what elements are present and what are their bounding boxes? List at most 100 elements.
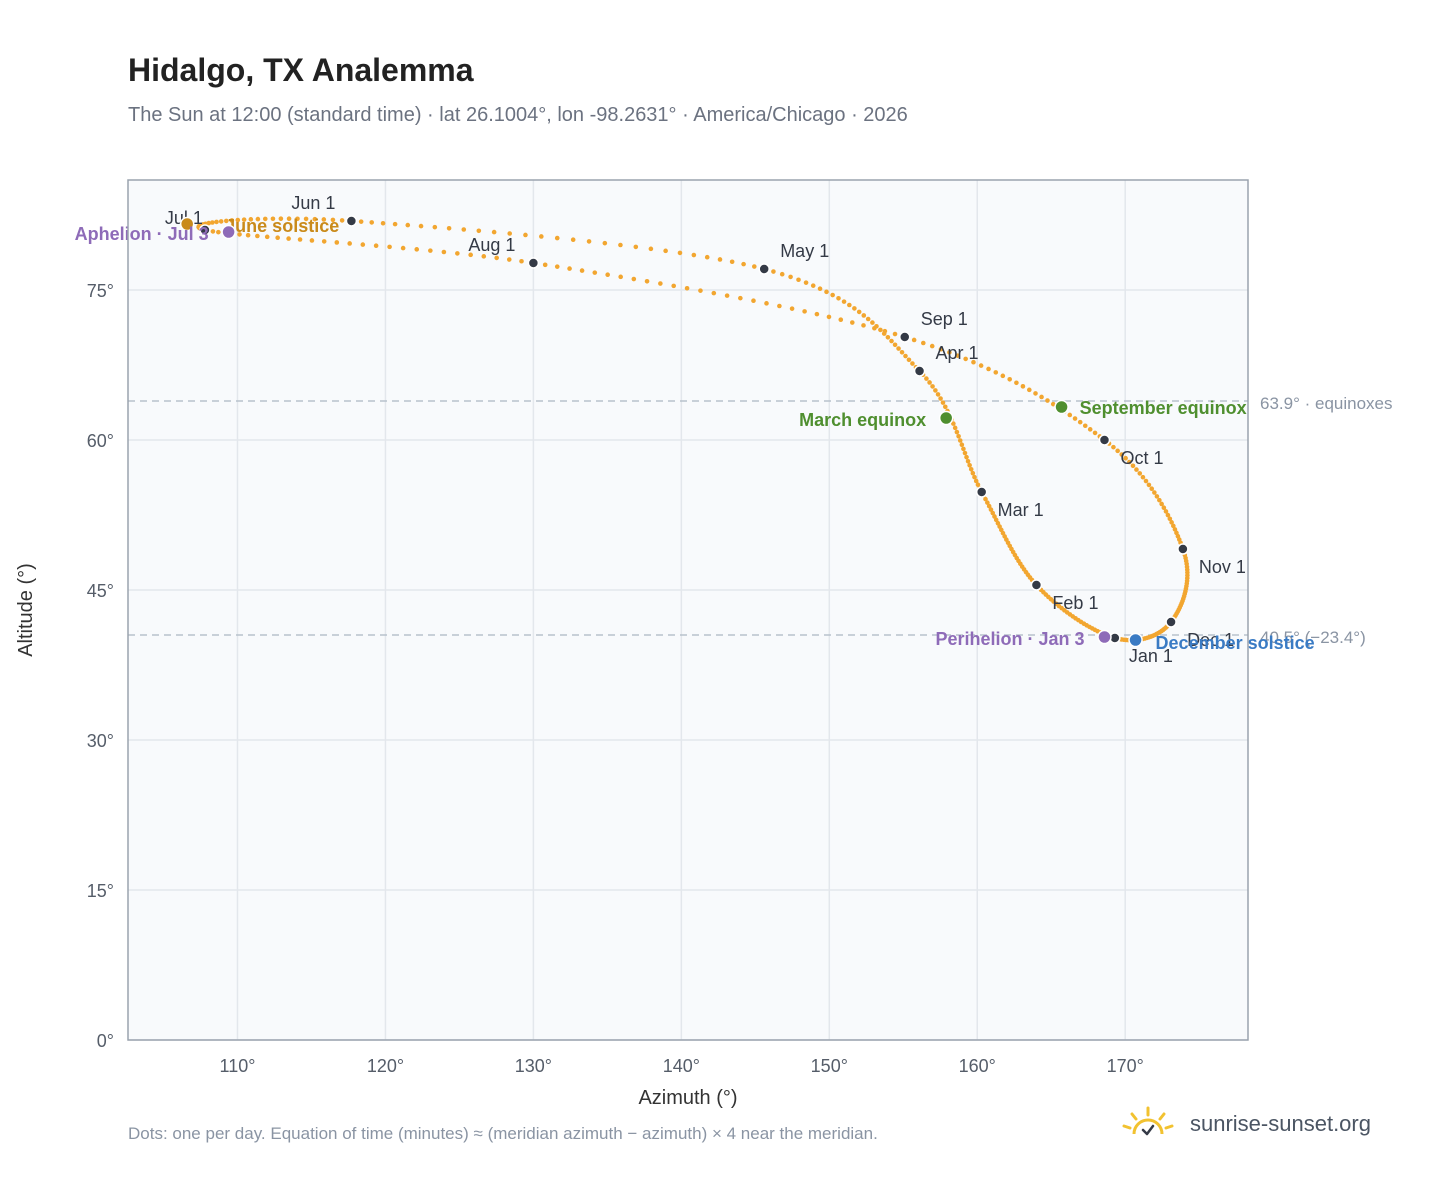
event-marker: [1054, 399, 1069, 415]
month-marker: [899, 331, 911, 343]
y-tick-label: 45°: [87, 581, 114, 601]
daily-dot: [947, 350, 952, 355]
daily-dot: [921, 340, 926, 346]
daily-dot: [684, 285, 690, 291]
daily-dot: [1130, 463, 1136, 469]
daily-dot: [885, 335, 891, 340]
month-label: Dec 1: [1187, 630, 1234, 650]
daily-dot: [965, 458, 971, 464]
daily-dot: [339, 218, 345, 223]
daily-dot: [1172, 527, 1178, 532]
daily-dot: [579, 268, 585, 273]
daily-dot: [970, 470, 976, 476]
month-marker: [345, 215, 358, 227]
daily-dot: [392, 221, 398, 227]
daily-dot: [358, 219, 364, 224]
daily-dot: [896, 346, 901, 351]
daily-dot: [906, 357, 912, 363]
daily-dot: [962, 450, 968, 456]
daily-dot: [295, 216, 300, 222]
event-label: December solstice: [1156, 633, 1315, 653]
daily-dot: [938, 346, 944, 352]
daily-dot: [849, 320, 855, 325]
daily-dot: [985, 500, 990, 505]
event-marker: [221, 224, 236, 240]
daily-dot: [968, 466, 974, 472]
daily-dot: [455, 251, 460, 256]
daily-dot: [927, 380, 932, 385]
daily-dot: [882, 328, 888, 334]
daily-dot: [892, 331, 898, 337]
daily-dot: [724, 293, 730, 298]
daily-dot: [618, 242, 623, 248]
daily-dot: [717, 257, 723, 262]
daily-dot: [1050, 401, 1056, 407]
daily-dot: [210, 220, 215, 225]
month-marker: [1177, 543, 1189, 555]
daily-dot: [1039, 394, 1044, 400]
daily-dot: [262, 216, 268, 222]
month-marker: [758, 263, 770, 275]
daily-dot: [1111, 444, 1116, 450]
daily-dot: [691, 252, 697, 258]
reference-lines: 63.9° · equinoxes 40.5° (−23.4°): [128, 394, 1393, 647]
y-tick-label: 0°: [97, 1031, 114, 1051]
daily-dot: [1134, 467, 1139, 472]
daily-dot: [1149, 486, 1155, 492]
event-label: June solstice: [225, 216, 339, 236]
daily-dot: [519, 258, 524, 264]
month-label: Apr 1: [936, 343, 979, 363]
daily-dot: [711, 290, 717, 296]
daily-dot: [903, 353, 908, 359]
daily-dot: [334, 240, 340, 245]
daily-dot: [255, 233, 260, 239]
daily-dot: [824, 289, 829, 295]
daily-dot: [1146, 482, 1152, 488]
daily-dot: [360, 242, 366, 247]
daily-dot: [309, 238, 315, 243]
x-tick-label: 110°: [220, 1056, 256, 1076]
month-marker: [975, 486, 988, 498]
month-label: Nov 1: [1199, 557, 1246, 577]
sun-logo-icon: [1122, 1106, 1174, 1136]
daily-dot: [1140, 474, 1146, 480]
daily-dot: [924, 376, 929, 381]
daily-dot: [216, 229, 221, 235]
daily-dot: [861, 323, 866, 328]
daily-dot: [321, 217, 327, 222]
daily-dot: [633, 244, 639, 250]
daily-dot: [856, 309, 862, 315]
daily-dot: [836, 295, 841, 301]
daily-dot: [1045, 398, 1050, 403]
daily-dot: [1072, 416, 1078, 421]
daily-dot: [935, 392, 941, 397]
y-tick-label: 15°: [87, 881, 114, 901]
daily-dot: [1087, 427, 1093, 432]
month-label: Aug 1: [468, 235, 515, 255]
daily-dot: [1143, 478, 1149, 484]
daily-dot: [542, 262, 548, 268]
daily-dot: [618, 274, 623, 280]
month-marker: [1098, 434, 1111, 446]
daily-dot: [963, 356, 968, 362]
event-marker: [1128, 632, 1143, 648]
daily-dot: [241, 217, 247, 222]
brand-logo[interactable]: sunrise-sunset.org: [1120, 1102, 1390, 1148]
daily-dot: [414, 247, 420, 252]
daily-dot: [938, 396, 943, 401]
daily-dot: [245, 232, 251, 238]
event-label: Aphelion · Jul 3: [75, 224, 209, 244]
daily-dot: [796, 277, 801, 283]
month-label: May 1: [780, 241, 829, 261]
daily-dot: [602, 240, 608, 246]
daily-dot: [988, 507, 994, 512]
daily-dot: [1014, 380, 1019, 386]
daily-dot: [523, 232, 528, 238]
daily-dot: [1127, 459, 1132, 465]
event-marker: [179, 216, 195, 232]
daily-dot: [586, 239, 592, 244]
month-marker: [1165, 616, 1177, 628]
daily-dot: [1007, 376, 1012, 382]
daily-dot: [567, 266, 572, 271]
daily-dot: [554, 264, 560, 269]
